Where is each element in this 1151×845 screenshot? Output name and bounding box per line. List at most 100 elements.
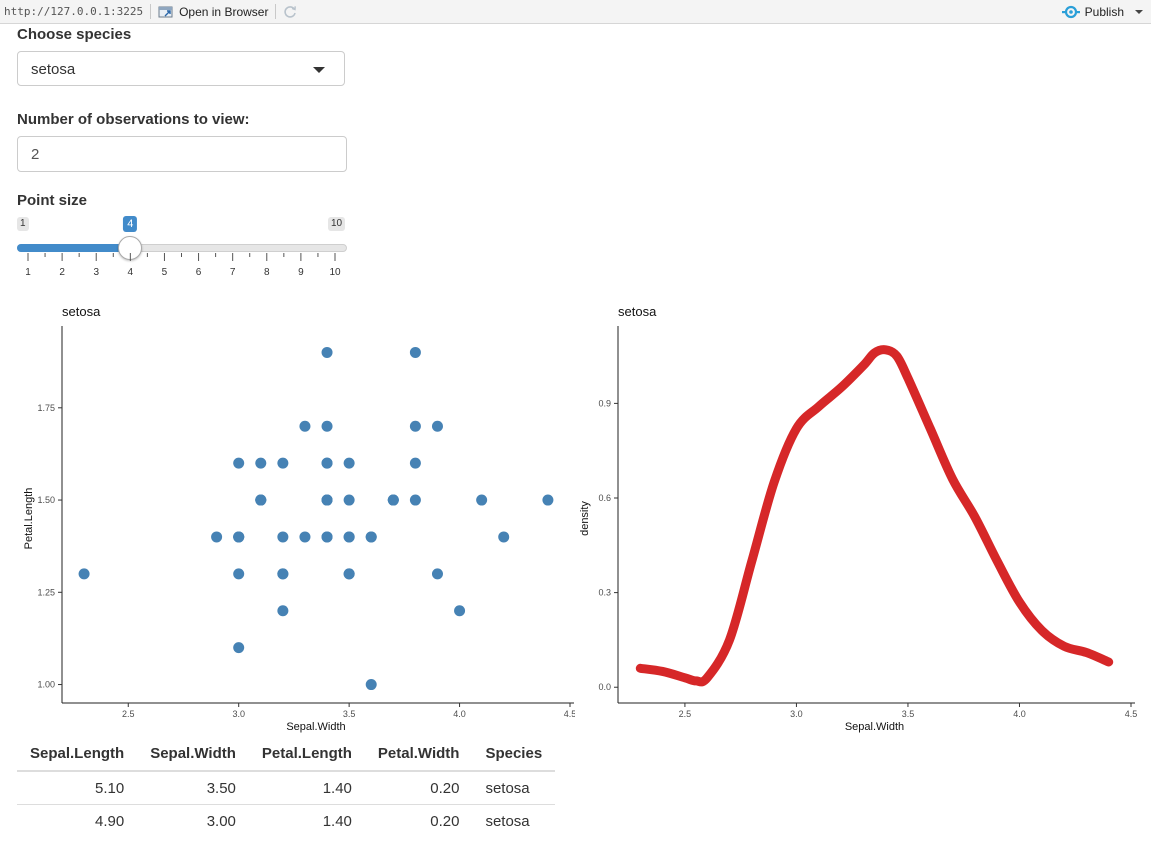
data-point: [233, 568, 245, 580]
data-point: [409, 346, 421, 358]
data-point: [277, 568, 289, 580]
x-tick-label: 2.5: [122, 709, 135, 719]
viewer-toolbar: http://127.0.0.1:3225 Open in Browser Pu…: [0, 0, 1151, 24]
table-cell: 3.50: [137, 770, 249, 805]
data-point: [343, 494, 355, 506]
table-row: 5.10 3.50 1.40 0.20 setosa: [17, 770, 556, 805]
data-point: [277, 605, 289, 617]
toolbar-divider: [150, 4, 152, 19]
table-cell: setosa: [472, 770, 556, 805]
data-point: [299, 531, 311, 543]
table-cell: 3.00: [137, 804, 249, 837]
chart-title: setosa: [62, 304, 101, 319]
data-point: [321, 457, 333, 469]
x-tick-label: 4.5: [1125, 709, 1138, 719]
table-cell: 1.40: [248, 804, 365, 837]
slider-fill: [17, 244, 131, 252]
open-browser-icon: [158, 6, 173, 17]
table-row: 4.90 3.00 1.40 0.20 setosa: [17, 804, 556, 837]
column-header: Sepal.Length: [17, 738, 138, 772]
data-point: [277, 457, 289, 469]
slider-tick-label: 8: [264, 267, 270, 278]
table-cell: 1.40: [248, 770, 365, 805]
column-header: Petal.Width: [364, 738, 473, 772]
data-point: [321, 494, 333, 506]
slider-max-label: 10: [328, 217, 346, 231]
table-cell: 4.90: [17, 804, 138, 837]
open-in-browser-button[interactable]: Open in Browser: [158, 5, 268, 19]
column-header: Petal.Length: [248, 738, 365, 772]
data-point: [542, 494, 554, 506]
data-point: [233, 457, 245, 469]
data-point: [255, 494, 267, 506]
refresh-icon[interactable]: [283, 5, 297, 19]
slider-ticks: 1 2 3 4 5 6 7 8 9 10: [25, 253, 341, 278]
data-point: [387, 494, 399, 506]
data-point: [454, 605, 466, 617]
x-tick-label: 3.5: [902, 709, 915, 719]
column-header: Sepal.Width: [137, 738, 249, 772]
slider-value-label: 4: [123, 216, 138, 232]
x-tick-label: 3.0: [790, 709, 803, 719]
slider-tick-label: 3: [93, 267, 99, 278]
slider-tick-label: 7: [230, 267, 236, 278]
data-point: [233, 531, 245, 543]
observations-label: Number of observations to view:: [17, 111, 250, 128]
publish-button[interactable]: Publish: [1061, 0, 1143, 23]
data-point: [299, 420, 311, 432]
species-label: Choose species: [17, 26, 132, 43]
data-point: [233, 642, 245, 654]
data-point: [365, 679, 377, 691]
slider-tick-label: 9: [298, 267, 304, 278]
data-point: [343, 531, 355, 543]
toolbar-divider: [275, 4, 277, 19]
density-line: [635, 345, 1114, 687]
table-cell: setosa: [472, 804, 556, 837]
y-tick-label: 0.3: [598, 588, 611, 598]
data-point: [78, 568, 90, 580]
y-tick-label: 1.00: [37, 680, 55, 690]
x-tick-label: 4.0: [453, 709, 466, 719]
data-point: [409, 494, 421, 506]
data-point: [277, 531, 289, 543]
y-axis-label: density: [579, 501, 591, 536]
data-point: [431, 568, 443, 580]
data-point: [365, 531, 377, 543]
x-tick-label: 3.5: [343, 709, 356, 719]
observations-table: Sepal.Length Sepal.Width Petal.Length Pe…: [17, 738, 556, 837]
x-tick-label: 2.5: [679, 709, 692, 719]
table-cell: 0.20: [364, 804, 473, 837]
data-point: [409, 457, 421, 469]
chevron-down-icon: [313, 67, 325, 73]
data-point: [211, 531, 223, 543]
data-point: [343, 568, 355, 580]
y-tick-label: 0.9: [598, 398, 611, 408]
data-point: [476, 494, 488, 506]
data-point: [409, 420, 421, 432]
slider-tick-label: 10: [329, 267, 341, 278]
species-selected-value: setosa: [31, 61, 76, 78]
data-point: [498, 531, 510, 543]
y-tick-label: 1.25: [37, 587, 55, 597]
y-tick-label: 1.50: [37, 495, 55, 505]
observations-input[interactable]: [17, 136, 347, 172]
open-in-browser-label: Open in Browser: [179, 4, 269, 19]
url-text: http://127.0.0.1:3225: [4, 5, 144, 18]
point-size-label: Point size: [17, 192, 88, 209]
data-point: [431, 420, 443, 432]
slider-tick-label: 1: [25, 267, 31, 278]
x-axis-label: Sepal.Width: [286, 721, 345, 733]
scatter-plot: setosa 2.5 3.0 3.5 4.0 4.5 1.00 1.25 1.50 1.75 Sep…: [23, 304, 575, 733]
chevron-down-icon[interactable]: [1135, 9, 1143, 14]
table-header-row: Sepal.Length Sepal.Width Petal.Length Pe…: [17, 738, 556, 772]
y-tick-label: 0.6: [598, 493, 611, 503]
column-header: Species: [472, 738, 556, 772]
slider-tick-label: 2: [59, 267, 65, 278]
species-select[interactable]: setosa: [17, 51, 345, 86]
data-point: [343, 457, 355, 469]
slider-tick-label: 4: [128, 267, 134, 278]
y-tick-label: 0.0: [598, 682, 611, 692]
publish-icon: [1061, 5, 1080, 18]
table-cell: 0.20: [364, 770, 473, 805]
density-plot: setosa 2.5 3.0 3.5 4.0 4.5 0.0 0.3 0.6 0.9 Sepal.W…: [579, 304, 1138, 733]
